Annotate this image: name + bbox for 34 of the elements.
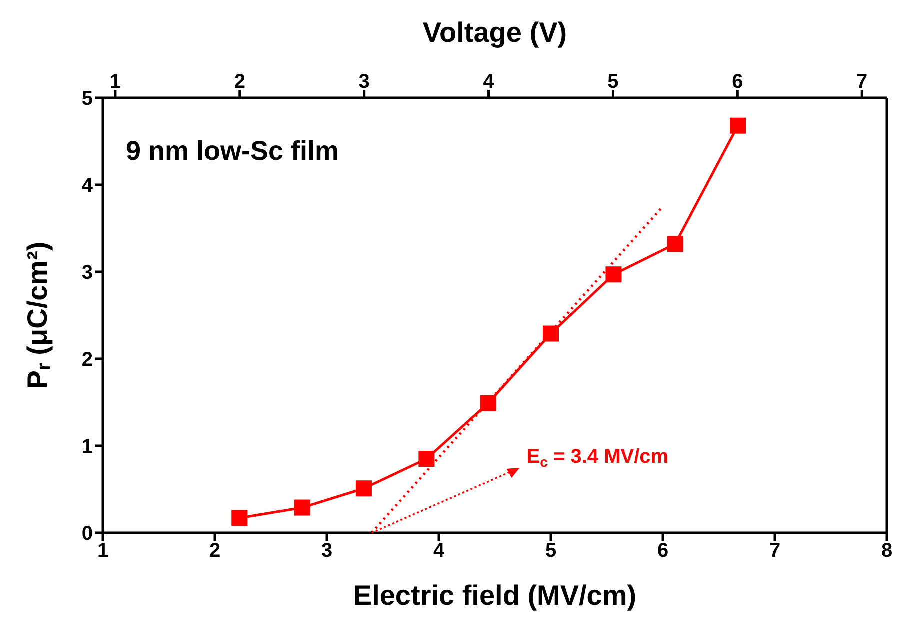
y-tick-label: 4 bbox=[82, 175, 94, 198]
x-tick-label: 1 bbox=[97, 540, 109, 562]
x2-tick-label: 7 bbox=[856, 71, 868, 93]
x2-tick-label: 3 bbox=[358, 71, 370, 93]
x-tick-label: 2 bbox=[209, 540, 221, 562]
annotation: E$_{c}$ = 3.4 MV/cm bbox=[526, 446, 669, 470]
point bbox=[232, 510, 248, 526]
point bbox=[356, 480, 372, 497]
y-tick-label: 5 bbox=[82, 88, 93, 110]
point bbox=[480, 395, 496, 412]
x-tick-label: 6 bbox=[657, 540, 669, 562]
x-tick-label: 3 bbox=[321, 540, 333, 562]
y-tick-label: 3 bbox=[82, 262, 93, 284]
point bbox=[730, 118, 746, 134]
x2-tick-label: 5 bbox=[608, 71, 619, 93]
annotation: 9 nm low-Sc film bbox=[126, 136, 340, 167]
point bbox=[543, 326, 559, 342]
x2-tick-label: 6 bbox=[732, 71, 744, 93]
y-tick-label: 1 bbox=[82, 436, 93, 458]
x-tick-label: 7 bbox=[769, 540, 781, 562]
x2-tick-label: 4 bbox=[483, 71, 496, 93]
x2-tick-label: 2 bbox=[234, 71, 246, 93]
point bbox=[418, 451, 435, 468]
point bbox=[667, 236, 684, 252]
x2-tick-label: 1 bbox=[110, 71, 122, 93]
x-tick-label: 8 bbox=[881, 540, 893, 562]
y-tick-label: 2 bbox=[82, 349, 93, 372]
x-tick-label: 5 bbox=[545, 540, 557, 562]
point bbox=[606, 266, 622, 283]
y-tick-label: 0 bbox=[82, 523, 93, 546]
x2-axis-title: Voltage (V) bbox=[422, 16, 568, 48]
point bbox=[294, 500, 310, 516]
x-axis-title: Electric field (MV/cm) bbox=[353, 580, 637, 611]
x-tick-label: 4 bbox=[433, 540, 446, 562]
